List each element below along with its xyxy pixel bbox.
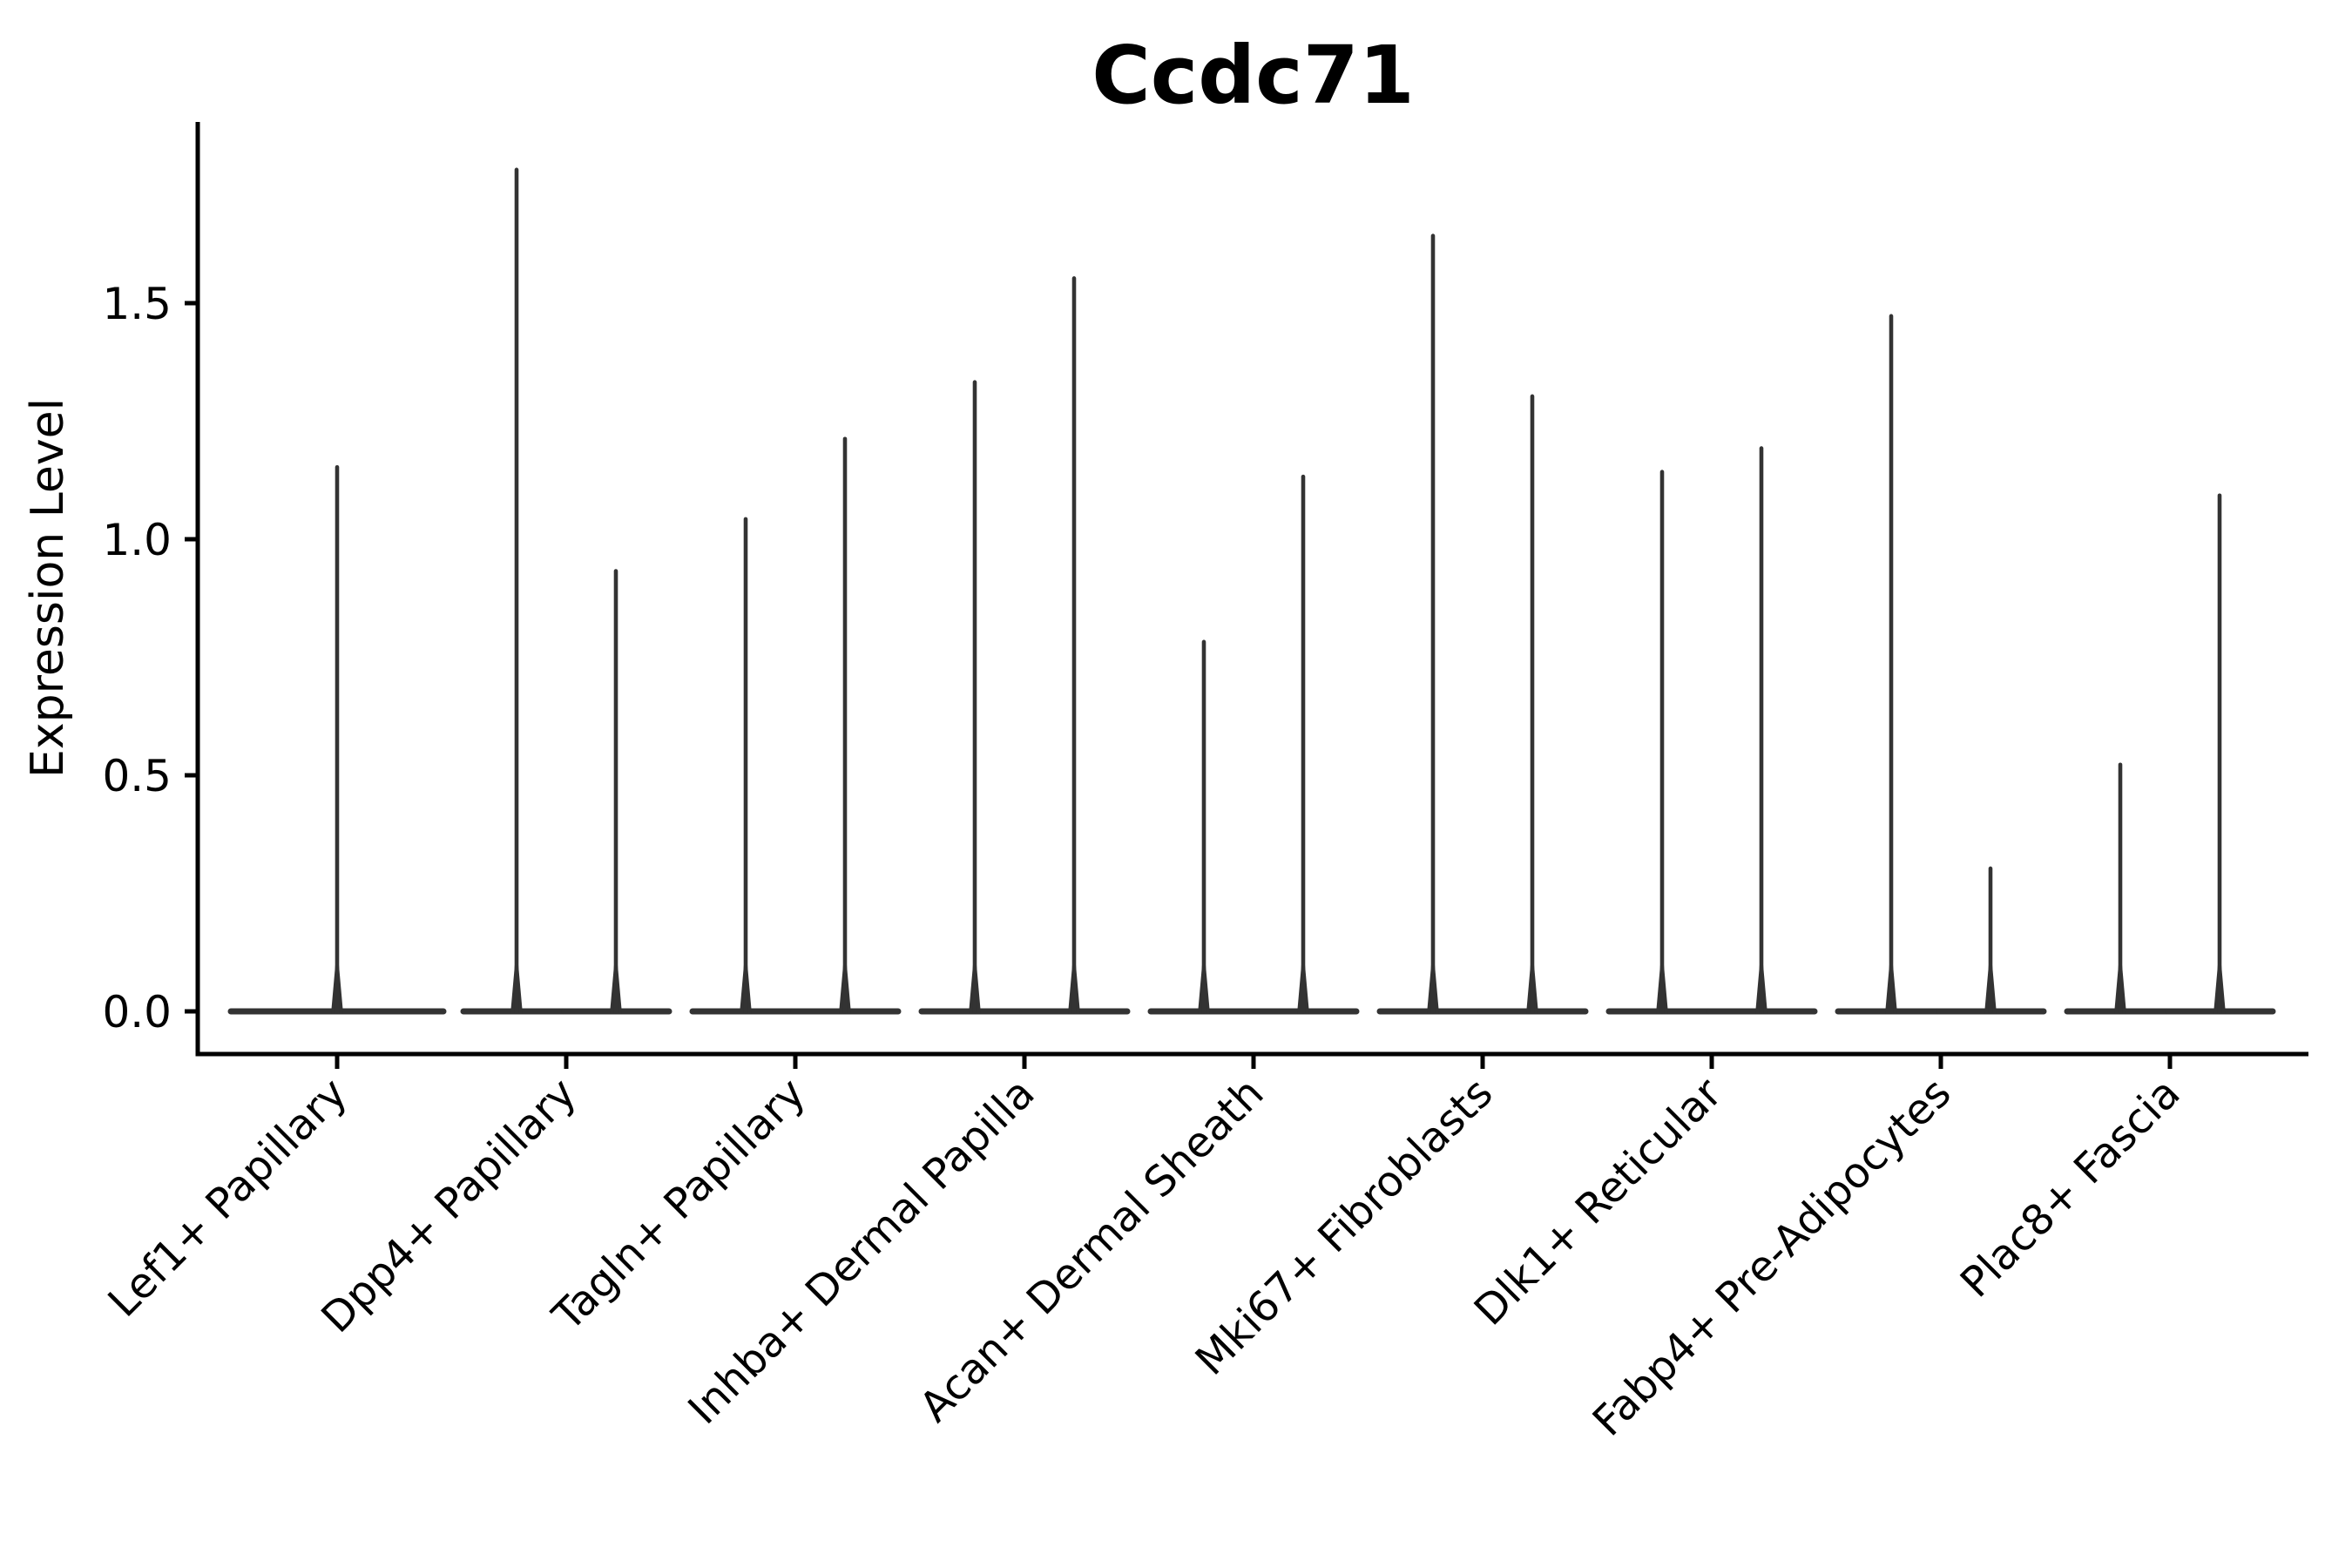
x-tick-label-dlk1-reticular: Dlk1+ Reticular (1465, 1069, 1732, 1335)
x-tick-label-plac8-fascia: Plac8+ Fascia (1951, 1069, 2190, 1308)
y-tick-label-1: 0.5 (102, 751, 172, 801)
y-tick-label-3: 1.5 (102, 279, 172, 329)
chart-title: Ccdc71 (1092, 29, 1414, 122)
y-tick-label-2: 1.0 (102, 515, 172, 565)
x-tick-label-dpp4-papillary: Dpp4+ Papillary (312, 1069, 585, 1342)
y-axis-label: Expression Level (22, 398, 74, 778)
y-tick-label-0: 0.0 (102, 987, 172, 1037)
x-tick-label-lef1-papillary: Lef1+ Papillary (99, 1069, 357, 1327)
x-tick-label-tagln-papillary: Tagln+ Papillary (543, 1069, 814, 1341)
